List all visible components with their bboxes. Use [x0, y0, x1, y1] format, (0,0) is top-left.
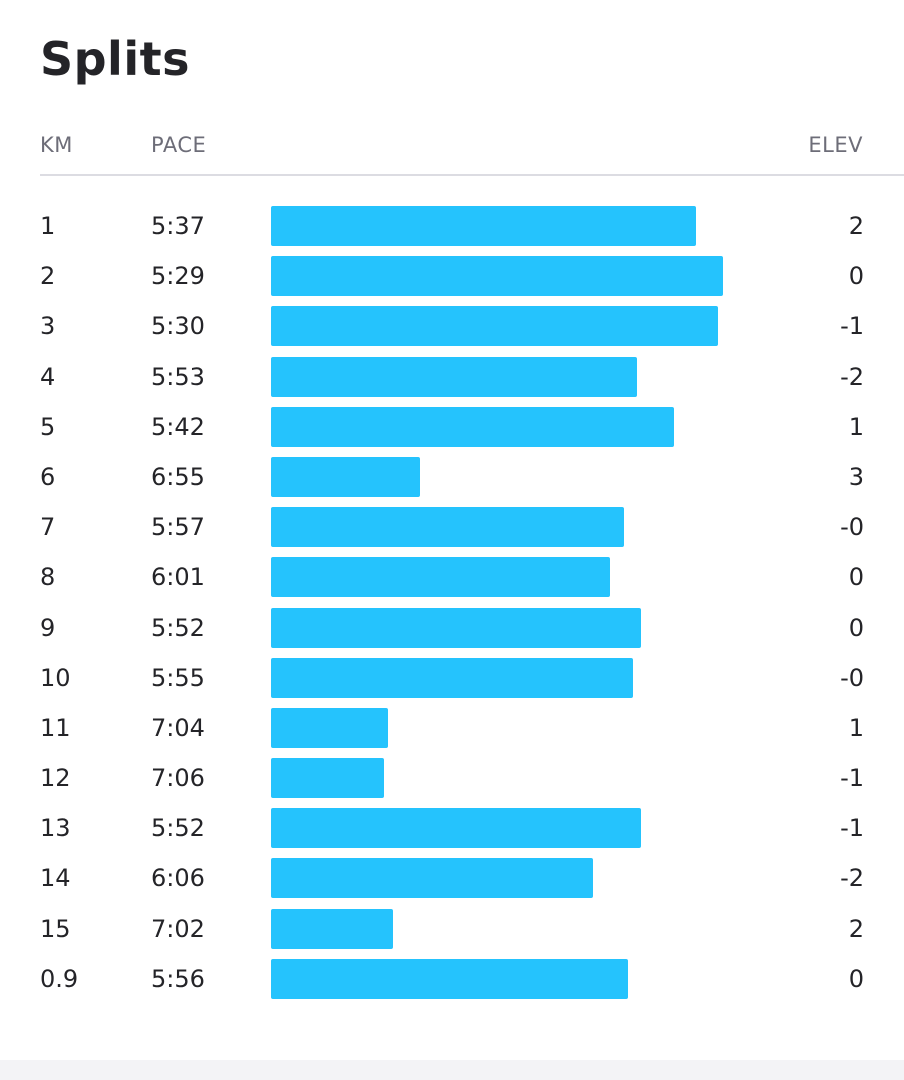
split-pace: 5:55 — [151, 663, 205, 692]
split-pace-bar — [271, 256, 723, 297]
split-row: 15 7:02 2 — [0, 904, 904, 954]
split-pace: 5:53 — [151, 362, 205, 391]
split-row: 12 7:06 -1 — [0, 753, 904, 803]
pace-column-header: PACE — [151, 133, 207, 157]
split-elev: -1 — [840, 312, 864, 341]
elev-column-header: ELEV — [808, 133, 863, 157]
split-km: 0.9 — [40, 964, 79, 993]
split-elev: -0 — [840, 663, 864, 692]
split-row: 13 5:52 -1 — [0, 803, 904, 853]
split-pace-bar — [271, 557, 610, 598]
split-pace-bar — [271, 306, 718, 347]
split-km: 4 — [40, 362, 56, 391]
split-row: 6 6:55 3 — [0, 452, 904, 502]
split-pace: 5:57 — [151, 513, 205, 542]
split-row: 0.9 5:56 0 — [0, 954, 904, 1004]
split-pace-bar — [271, 808, 642, 849]
split-elev: 0 — [848, 964, 864, 993]
split-pace: 7:02 — [151, 914, 205, 943]
split-elev: -1 — [840, 814, 864, 843]
split-row: 2 5:29 0 — [0, 251, 904, 301]
split-pace-bar — [271, 206, 697, 246]
split-km: 3 — [40, 312, 56, 341]
split-row: 5 5:42 1 — [0, 402, 904, 452]
split-row: 10 5:55 -0 — [0, 653, 904, 703]
split-elev: 3 — [848, 462, 864, 491]
split-elev: 2 — [848, 914, 864, 943]
splits-header: KM PACE ELEV — [0, 130, 904, 160]
split-row: 1 5:37 2 — [0, 201, 904, 251]
split-elev: 0 — [848, 262, 864, 291]
split-elev: 2 — [848, 212, 864, 240]
split-pace: 7:06 — [151, 764, 205, 793]
split-elev: 1 — [848, 412, 864, 441]
split-row: 9 5:52 0 — [0, 603, 904, 653]
split-pace-bar — [271, 958, 629, 999]
split-elev: 0 — [848, 613, 864, 642]
split-pace: 7:04 — [151, 713, 205, 742]
split-pace: 5:30 — [151, 312, 205, 341]
split-km: 11 — [40, 713, 71, 742]
split-pace: 5:52 — [151, 814, 205, 843]
split-row: 8 6:01 0 — [0, 552, 904, 602]
split-km: 15 — [40, 914, 71, 943]
split-pace: 6:06 — [151, 864, 205, 893]
split-pace-bar — [271, 657, 633, 698]
split-pace-bar — [271, 406, 675, 447]
split-pace-bar — [271, 456, 421, 497]
footer-divider-band — [0, 1060, 904, 1080]
split-elev: 1 — [848, 713, 864, 742]
split-elev: -2 — [840, 362, 864, 391]
split-elev: 0 — [848, 563, 864, 592]
split-pace: 5:29 — [151, 262, 205, 291]
split-row: 11 7:04 1 — [0, 703, 904, 753]
split-pace: 5:42 — [151, 412, 205, 441]
split-km: 10 — [40, 663, 71, 692]
split-row: 7 5:57 -0 — [0, 502, 904, 552]
split-pace-bar — [271, 607, 642, 648]
split-km: 8 — [40, 563, 56, 592]
split-pace-bar — [271, 707, 389, 748]
split-km: 2 — [40, 262, 56, 291]
split-pace: 5:52 — [151, 613, 205, 642]
header-divider — [40, 174, 904, 176]
split-km: 1 — [40, 212, 56, 240]
split-elev: -2 — [840, 864, 864, 893]
split-pace-bar — [271, 356, 638, 397]
split-km: 5 — [40, 412, 56, 441]
split-pace: 6:01 — [151, 563, 205, 592]
split-pace: 6:55 — [151, 462, 205, 491]
split-pace-bar — [271, 908, 394, 949]
split-row: 14 6:06 -2 — [0, 853, 904, 903]
split-km: 7 — [40, 513, 56, 542]
split-km: 13 — [40, 814, 71, 843]
split-pace: 5:56 — [151, 964, 205, 993]
split-row: 4 5:53 -2 — [0, 352, 904, 402]
split-pace-bar — [271, 507, 624, 548]
km-column-header: KM — [40, 133, 73, 157]
split-km: 14 — [40, 864, 71, 893]
splits-list: 1 5:37 2 2 5:29 0 3 5:30 -1 4 5:53 -2 5 … — [0, 201, 904, 1004]
split-pace: 5:37 — [151, 212, 205, 240]
split-km: 12 — [40, 764, 71, 793]
split-km: 9 — [40, 613, 56, 642]
split-elev: -0 — [840, 513, 864, 542]
split-pace-bar — [271, 858, 593, 899]
page-title: Splits — [40, 32, 190, 86]
split-pace-bar — [271, 758, 384, 799]
split-row: 3 5:30 -1 — [0, 301, 904, 351]
split-elev: -1 — [840, 764, 864, 793]
split-km: 6 — [40, 462, 56, 491]
